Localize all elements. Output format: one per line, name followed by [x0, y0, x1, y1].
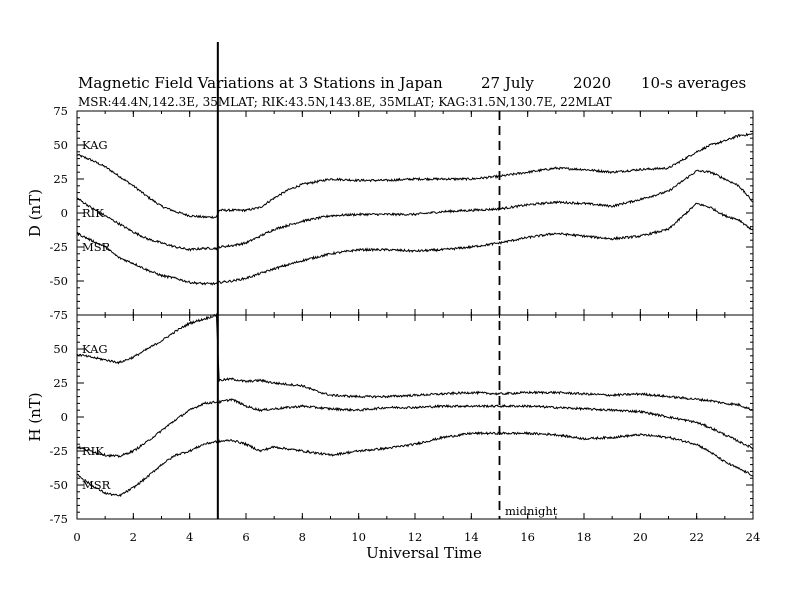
x-tick-label: 12	[408, 530, 423, 544]
x-tick-label: 22	[689, 530, 704, 544]
series-line-kag	[76, 132, 754, 219]
y-tick-label: 25	[53, 172, 68, 186]
x-tick-label: 16	[520, 530, 535, 544]
y-tick-label: -50	[49, 274, 68, 288]
x-tick-label: 10	[351, 530, 366, 544]
x-axis-label: Universal Time	[366, 544, 482, 562]
plot-area: 75 50 25 0 -25 -50 -75 D (nT) KAG RIK MSR 50 25 0 -25 -…	[26, 42, 760, 544]
x-tick-label: 4	[186, 530, 193, 544]
y-tick-label: -25	[49, 240, 68, 254]
chart-year: 2020	[573, 74, 611, 92]
y-tick-label: 0	[61, 206, 68, 220]
chart-title: Magnetic Field Variations at 3 Stations …	[78, 74, 443, 92]
y-tick-label: -25	[49, 444, 68, 458]
series-label-msr: MSR	[82, 240, 111, 254]
y-tick-label: 0	[61, 410, 68, 424]
series-line-rik	[76, 169, 754, 252]
y-axis-label: H (nT)	[26, 392, 44, 441]
series-label-rik: RIK	[82, 206, 104, 220]
series-line-rik	[76, 398, 754, 458]
x-tick-label: 14	[464, 530, 479, 544]
series-line-kag	[76, 312, 754, 411]
chart-date: 27 July	[481, 74, 534, 92]
y-tick-label: 75	[53, 104, 68, 118]
y-axis-label: D (nT)	[26, 189, 44, 237]
y-tick-label: 50	[53, 342, 68, 356]
y-tick-label: -75	[49, 308, 68, 322]
series-label-kag: KAG	[82, 138, 108, 152]
y-tick-label: -75	[49, 512, 68, 526]
averaging-label: 10-s averages	[641, 74, 746, 92]
y-tick-label: 50	[53, 138, 68, 152]
series-label-msr: MSR	[82, 478, 111, 492]
x-tick-label: 6	[242, 530, 249, 544]
x-tick-label: 8	[299, 530, 306, 544]
x-tick-label: 18	[577, 530, 592, 544]
midnight-label: midnight	[505, 504, 558, 518]
x-tick-label: 0	[73, 530, 80, 544]
x-tick-label: 20	[633, 530, 648, 544]
y-tick-label: 25	[53, 376, 68, 390]
x-tick-label: 2	[130, 530, 137, 544]
series-label-rik: RIK	[82, 444, 104, 458]
series-label-kag: KAG	[82, 342, 108, 356]
series-line-msr	[76, 431, 754, 498]
x-tick-label: 24	[746, 530, 761, 544]
y-tick-label: -50	[49, 478, 68, 492]
series-line-msr	[76, 202, 754, 286]
station-coordinates: MSR:44.4N,142.3E, 35MLAT; RIK:43.5N,143.…	[78, 95, 612, 109]
